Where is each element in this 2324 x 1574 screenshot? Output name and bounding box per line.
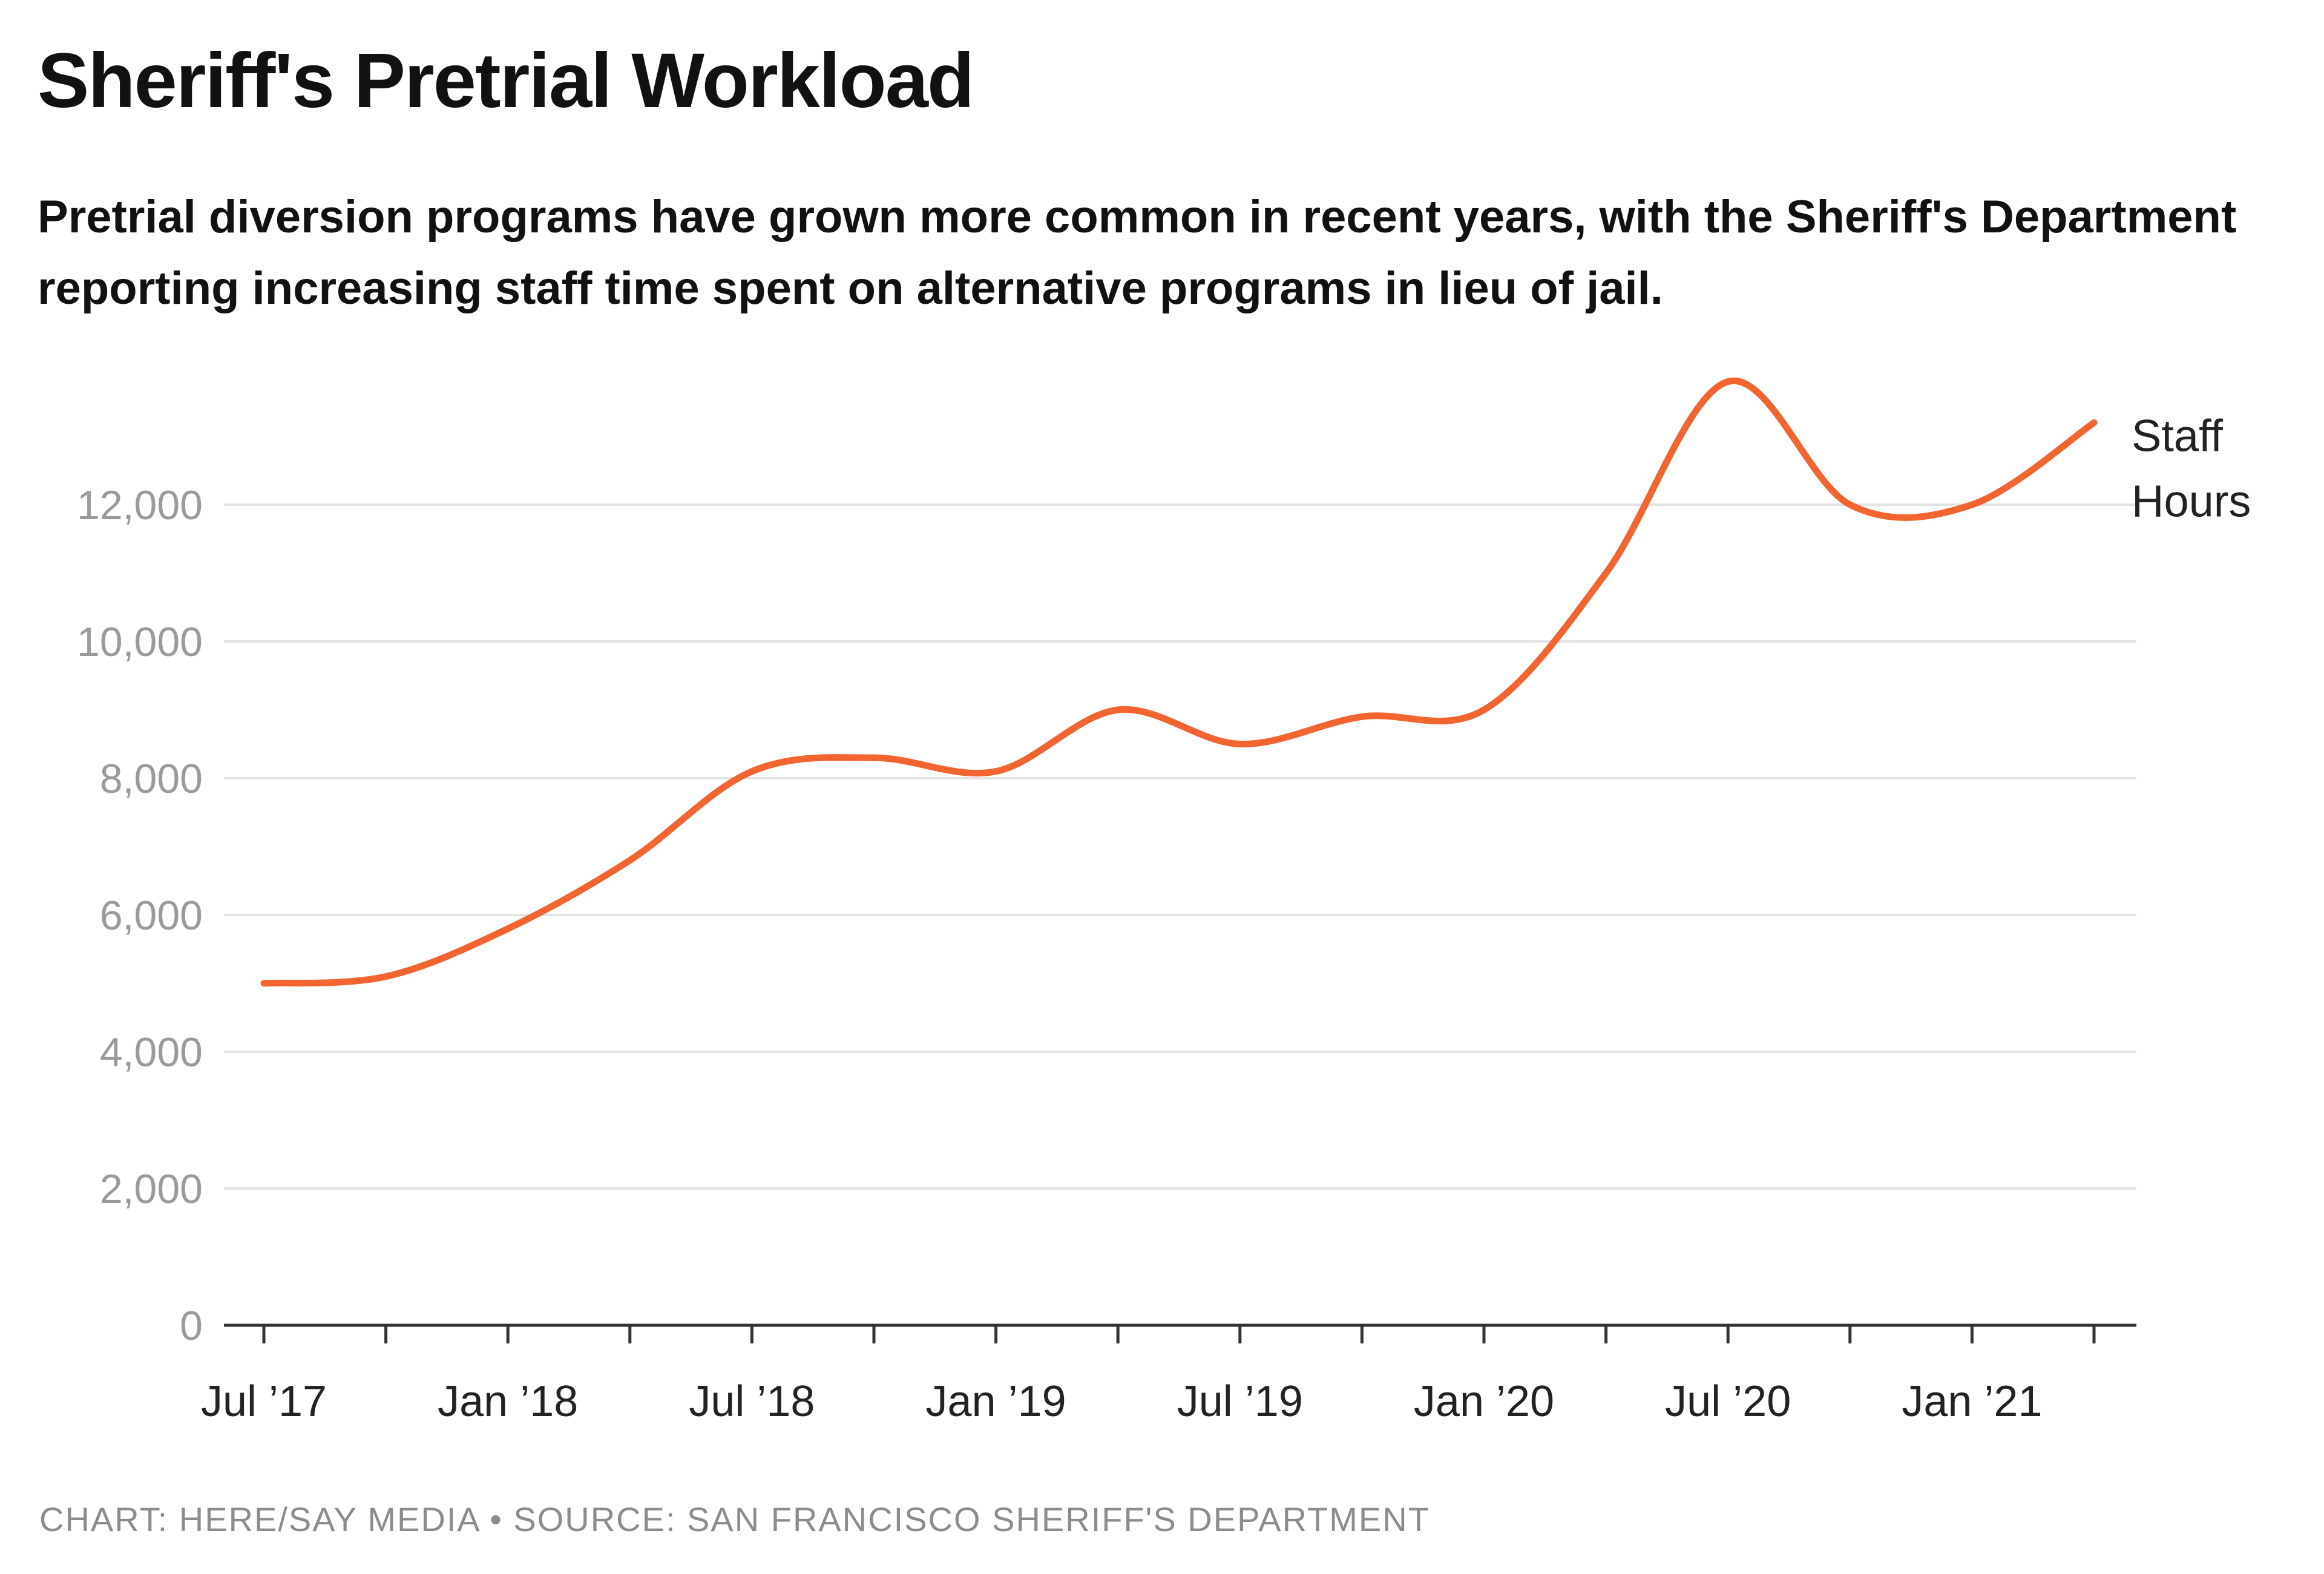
chart-subtitle: Pretrial diversion programs have grown m… [38, 191, 2237, 314]
x-tick-label: Jan ’19 [926, 1377, 1066, 1426]
series-lines [260, 377, 2098, 987]
y-tick-label: 4,000 [100, 1029, 203, 1075]
y-axis-ticks: 0 2,000 4,000 6,000 8,000 10,000 12,000 [77, 482, 203, 1349]
series-label: Staff [2132, 410, 2223, 461]
y-tick-label: 12,000 [77, 482, 203, 528]
y-tick-label: 8,000 [100, 756, 203, 802]
y-tick-label: 10,000 [77, 619, 203, 665]
y-tick-label: 2,000 [100, 1166, 203, 1212]
x-tick-label: Jan ’20 [1414, 1377, 1554, 1426]
y-tick-label: 6,000 [100, 893, 203, 939]
x-tick-label: Jan ’21 [1902, 1377, 2042, 1426]
chart-title: Sheriff's Pretrial Workload [38, 38, 974, 124]
source-credit: CHART: HERE/SAY MEDIA • SOURCE: SAN FRAN… [39, 1500, 1430, 1538]
x-tick-label: Jul ’17 [201, 1377, 327, 1426]
y-tick-label: 0 [180, 1303, 203, 1349]
series-label: Hours [2132, 476, 2251, 526]
x-tick-label: Jul ’18 [689, 1377, 815, 1426]
gridlines [224, 503, 2136, 1190]
x-tick-label: Jan ’18 [438, 1377, 578, 1426]
x-tick-label: Jul ’19 [1177, 1377, 1303, 1426]
series-line-staff-hours [260, 377, 2098, 987]
x-tick-label: Jul ’20 [1665, 1377, 1791, 1426]
x-axis: Jul ’17 Jan ’18 Jul ’18 Jan ’19 Jul ’19 Jan ’… [201, 1323, 2136, 1426]
series-labels: Staff Hours [2132, 410, 2251, 526]
